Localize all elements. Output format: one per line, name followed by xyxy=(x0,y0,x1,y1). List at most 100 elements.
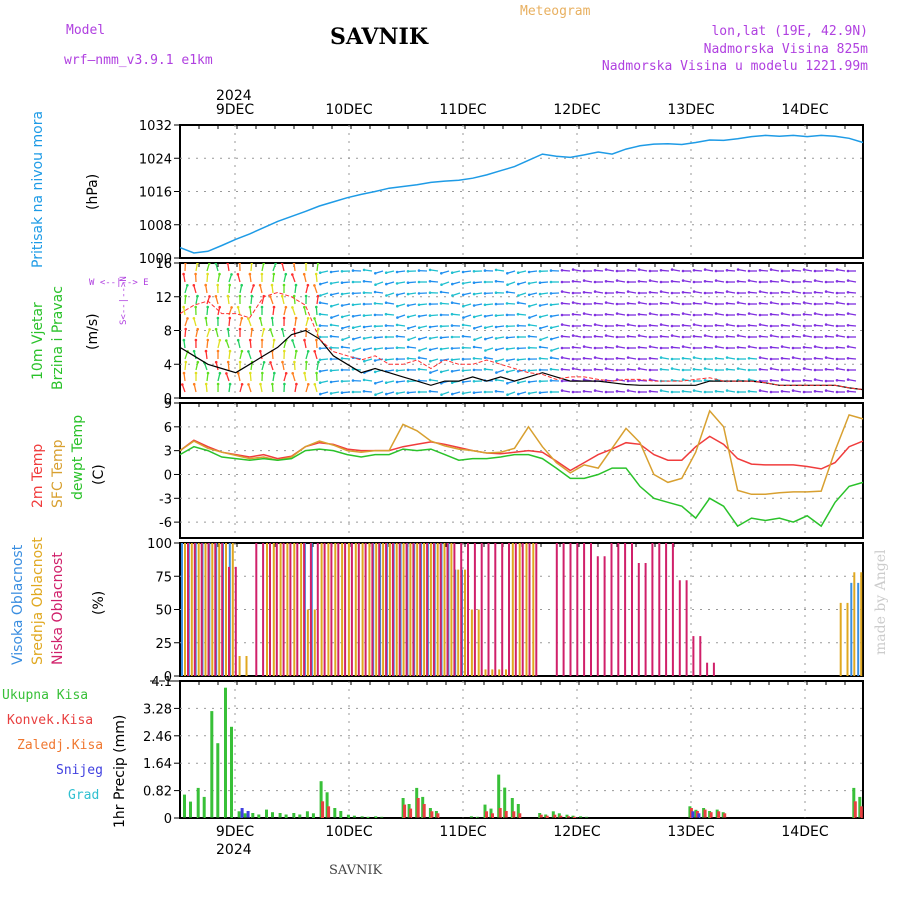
wind-arrow xyxy=(293,361,296,371)
wind-arrow xyxy=(572,313,582,316)
wind-arrow-head xyxy=(780,312,784,315)
wind-arrow-head xyxy=(703,268,707,271)
wind-arrow xyxy=(517,358,527,361)
wind-arrow-head xyxy=(560,379,564,383)
wind-arrow-head xyxy=(362,268,366,272)
wind-arrow xyxy=(484,303,494,306)
wind-arrow xyxy=(561,302,571,305)
wind-arrow xyxy=(836,367,846,371)
wind-arrow-head xyxy=(560,368,564,371)
wind-arrow xyxy=(792,389,802,393)
wind-arrow xyxy=(748,390,758,393)
wind-arrow-head xyxy=(517,392,520,396)
wind-arrow-head xyxy=(450,381,454,385)
wind-arrow xyxy=(451,369,461,372)
wind-arrow-head xyxy=(395,357,399,361)
wind-arrow xyxy=(363,390,373,393)
wind-arrow-head xyxy=(604,313,608,316)
wind-arrow xyxy=(396,391,406,395)
wind-arrow-head xyxy=(418,337,421,341)
wind-arrow xyxy=(342,346,351,349)
wind-arrow-head xyxy=(802,334,806,337)
wind-arrow xyxy=(836,280,846,283)
wind-arrow-head xyxy=(306,317,310,320)
wind-arrow-head xyxy=(384,381,388,385)
wind-arrow-head xyxy=(714,312,718,315)
wind-arrow-head xyxy=(571,280,575,283)
wind-arrow xyxy=(583,312,593,316)
wind-arrow-head xyxy=(318,358,322,362)
wind-arrow-head xyxy=(538,368,542,372)
wind-arrow-head xyxy=(351,315,355,318)
wind-arrow-head xyxy=(258,316,262,320)
wind-arrow xyxy=(517,302,527,305)
wind-arrow xyxy=(737,280,747,283)
wind-arrow-head xyxy=(473,327,476,330)
wind-arrow-head xyxy=(571,357,575,361)
wind-arrow-head xyxy=(196,263,199,265)
bottom-date-9dec: 9DEC xyxy=(216,824,255,840)
wind-arrow xyxy=(441,270,450,274)
wind-arrow-head xyxy=(384,335,388,339)
wind-arrow-head xyxy=(439,325,443,328)
y-tick-label: 3 xyxy=(164,445,172,460)
wind-arrow-head xyxy=(648,335,652,339)
precip-bar xyxy=(498,808,502,818)
precip-bar xyxy=(436,813,440,818)
wind-arrow-head xyxy=(395,335,399,338)
wind-arrow-head xyxy=(747,390,751,393)
wind-arrow-head xyxy=(291,273,294,276)
wind-arrow-head xyxy=(560,269,564,272)
wind-arrow-head xyxy=(747,302,751,306)
wind-arrow-head xyxy=(550,337,553,341)
wind-arrow-head xyxy=(505,325,509,328)
wind-arrow-head xyxy=(417,367,421,371)
wind-arrow-head xyxy=(351,390,355,394)
wind-arrow xyxy=(572,367,582,371)
wind-arrow xyxy=(473,281,483,284)
wind-arrow-head xyxy=(539,327,542,330)
wind-arrow-head xyxy=(549,303,553,307)
wind-arrow xyxy=(474,292,483,295)
wind-arrow xyxy=(206,306,209,316)
wind-arrow-head xyxy=(269,328,272,331)
wind-arrow-head xyxy=(571,346,575,349)
y-tick-label: 75 xyxy=(155,570,172,585)
wind-arrow-head xyxy=(472,304,476,307)
wind-arrow-head xyxy=(758,389,762,392)
wind-arrow-head xyxy=(192,317,196,320)
wind-arrow-head xyxy=(494,337,498,340)
wind-arrow xyxy=(319,313,329,316)
wind-arrow xyxy=(605,334,615,338)
wind-arrow-head xyxy=(593,346,597,350)
wind-arrow xyxy=(781,345,791,349)
wind-arrow xyxy=(375,391,384,396)
wind-arrow-head xyxy=(813,390,817,393)
wind-arrow xyxy=(228,274,233,283)
wind-arrow-head xyxy=(604,390,608,394)
wind-arrow-head xyxy=(362,314,366,317)
wind-arrow-head xyxy=(373,359,377,362)
wind-arrow-head xyxy=(802,324,806,328)
wind-arrow-head xyxy=(494,348,498,352)
wind-arrow-head xyxy=(516,347,520,350)
wind-arrow xyxy=(759,368,769,371)
wind-arrow-head xyxy=(440,272,443,275)
wind-arrow-head xyxy=(637,291,641,295)
wind-arrow-head xyxy=(249,371,252,375)
wind-arrow xyxy=(594,356,604,360)
wind-arrow xyxy=(528,281,538,285)
wind-arrow-head xyxy=(747,378,751,381)
wind-arrow-head xyxy=(769,324,773,328)
wind-arrow-head xyxy=(294,316,298,320)
wind-arrow-head xyxy=(483,356,487,360)
wind-arrow xyxy=(473,391,483,394)
wind-arrow-head xyxy=(306,283,310,287)
wind-arrow-head xyxy=(428,348,432,352)
wind-arrow-head xyxy=(240,383,244,386)
wind-arrow-head xyxy=(505,313,509,317)
wind-arrow-head xyxy=(593,290,597,293)
wind-arrow xyxy=(320,380,329,384)
wind-arrow-head xyxy=(637,367,641,370)
wind-arrow xyxy=(462,391,472,395)
